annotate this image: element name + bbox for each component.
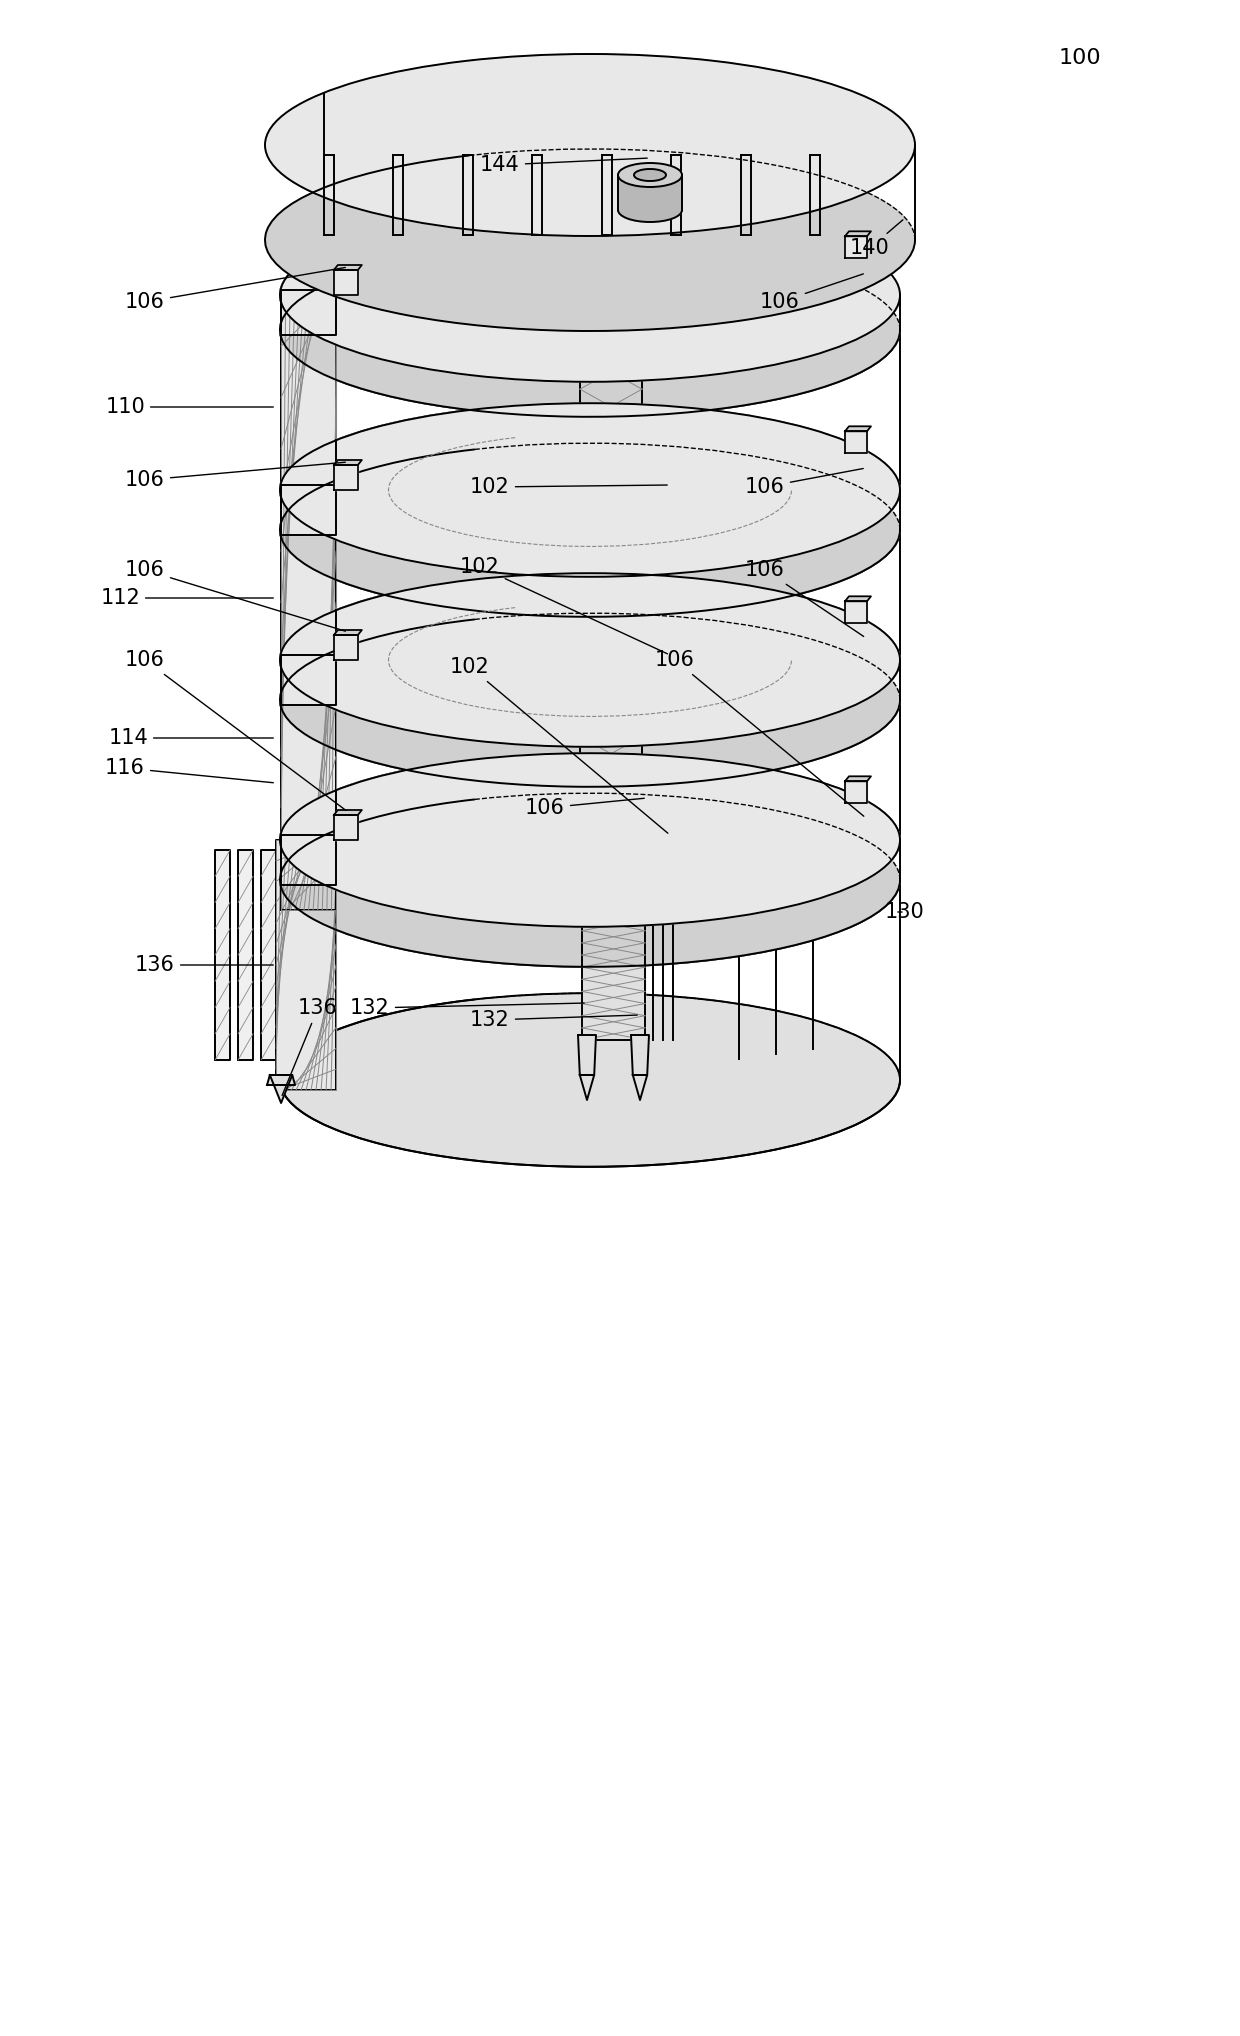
Polygon shape	[334, 265, 362, 271]
Polygon shape	[580, 285, 642, 910]
Text: 100: 100	[1059, 49, 1101, 67]
Text: 144: 144	[480, 155, 647, 175]
Polygon shape	[265, 55, 915, 332]
Polygon shape	[280, 403, 900, 576]
Polygon shape	[582, 869, 645, 1040]
Polygon shape	[280, 574, 900, 747]
Text: 140: 140	[851, 220, 903, 259]
Polygon shape	[280, 403, 900, 617]
Polygon shape	[280, 208, 900, 417]
Polygon shape	[280, 613, 900, 926]
Polygon shape	[334, 814, 358, 841]
Polygon shape	[844, 426, 870, 432]
Text: 106: 106	[125, 267, 345, 312]
Polygon shape	[844, 597, 870, 601]
Text: 106: 106	[655, 649, 864, 816]
Polygon shape	[281, 656, 336, 704]
Text: 106: 106	[525, 798, 645, 818]
Text: 130: 130	[885, 902, 925, 922]
Polygon shape	[844, 236, 867, 259]
Text: 136: 136	[283, 998, 339, 1095]
Polygon shape	[265, 55, 915, 236]
Text: 102: 102	[470, 476, 667, 497]
Polygon shape	[280, 208, 900, 383]
Text: 102: 102	[450, 658, 668, 833]
Polygon shape	[334, 629, 362, 635]
Polygon shape	[215, 849, 231, 1061]
Polygon shape	[334, 460, 362, 464]
Text: 132: 132	[470, 1010, 637, 1030]
Polygon shape	[580, 1075, 594, 1099]
Polygon shape	[618, 163, 682, 187]
Text: 114: 114	[108, 729, 273, 747]
Polygon shape	[280, 242, 900, 576]
Polygon shape	[270, 1075, 293, 1104]
Polygon shape	[634, 169, 666, 181]
Polygon shape	[578, 1034, 596, 1075]
Polygon shape	[280, 444, 900, 747]
Text: 106: 106	[745, 560, 863, 637]
Polygon shape	[280, 574, 900, 786]
Polygon shape	[280, 753, 900, 967]
Polygon shape	[280, 994, 900, 1167]
Text: 136: 136	[135, 955, 273, 975]
Polygon shape	[281, 289, 336, 336]
Text: 106: 106	[745, 468, 863, 497]
Polygon shape	[280, 794, 900, 1167]
Polygon shape	[844, 601, 867, 623]
Polygon shape	[334, 271, 358, 295]
Polygon shape	[277, 841, 336, 1089]
Polygon shape	[618, 175, 682, 222]
Polygon shape	[281, 485, 336, 535]
Text: 106: 106	[125, 560, 346, 631]
Polygon shape	[281, 295, 336, 910]
Polygon shape	[631, 1034, 649, 1075]
Polygon shape	[334, 635, 358, 660]
Polygon shape	[844, 232, 870, 236]
Polygon shape	[281, 835, 336, 886]
Text: 116: 116	[105, 757, 273, 782]
Polygon shape	[334, 810, 362, 814]
Text: 102: 102	[460, 558, 667, 654]
Polygon shape	[280, 753, 900, 926]
Text: 106: 106	[125, 462, 345, 491]
Text: 106: 106	[760, 275, 863, 312]
Polygon shape	[844, 432, 867, 454]
Text: 132: 132	[350, 998, 584, 1018]
Polygon shape	[844, 776, 870, 782]
Text: 106: 106	[125, 649, 346, 810]
Text: 112: 112	[100, 588, 273, 609]
Text: 110: 110	[105, 397, 273, 417]
Polygon shape	[334, 464, 358, 491]
Polygon shape	[267, 1075, 295, 1085]
Polygon shape	[238, 849, 253, 1061]
Polygon shape	[844, 782, 867, 804]
Polygon shape	[262, 849, 277, 1061]
Polygon shape	[632, 1075, 647, 1099]
